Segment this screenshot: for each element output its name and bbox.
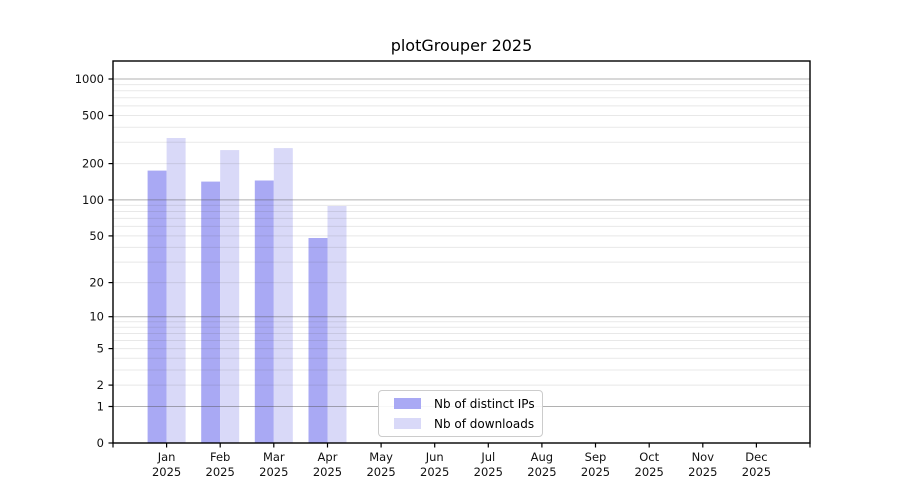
bar-nb-of-distinct-ips-apr [308, 238, 328, 443]
y-tick-label-2: 2 [97, 378, 104, 392]
y-tick-label-1000: 1000 [75, 72, 104, 86]
y-tick-label-500: 500 [82, 109, 104, 123]
x-tick-label-aug: Aug 2025 [527, 450, 556, 479]
bar-nb-of-distinct-ips-jan [147, 170, 167, 443]
legend-label-downloads: Nb of downloads [434, 416, 535, 431]
x-tick-label-apr: Apr 2025 [313, 450, 342, 479]
x-tick-label-jul: Jul 2025 [474, 450, 503, 479]
legend-label-distinct-ips: Nb of distinct IPs [434, 396, 535, 411]
y-tick-label-20: 20 [89, 276, 104, 290]
x-tick-label-feb: Feb 2025 [206, 450, 235, 479]
y-tick-label-50: 50 [89, 229, 104, 243]
legend: Nb of distinct IPs Nb of downloads [378, 390, 543, 437]
legend-item-downloads: Nb of downloads [394, 417, 542, 431]
y-tick-label-100: 100 [82, 193, 104, 207]
chart-title: plotGrouper 2025 [390, 36, 533, 55]
plot-frame [112, 60, 811, 444]
x-tick-label-sep: Sep 2025 [581, 450, 610, 479]
y-tick-label-0: 0 [97, 436, 104, 450]
y-tick-label-5: 5 [97, 342, 104, 356]
x-tick-label-mar: Mar 2025 [259, 450, 288, 479]
x-tick-label-jan: Jan 2025 [152, 450, 181, 479]
legend-swatch-distinct-ips [394, 398, 421, 409]
bar-nb-of-downloads-feb [220, 150, 240, 443]
y-tick-label-10: 10 [89, 310, 104, 324]
bar-nb-of-downloads-apr [327, 206, 347, 443]
legend-item-distinct-ips: Nb of distinct IPs [394, 397, 542, 411]
y-tick-label-200: 200 [82, 157, 104, 171]
bar-nb-of-distinct-ips-feb [201, 181, 221, 443]
x-tick-label-jun: Jun 2025 [420, 450, 449, 479]
y-tick-label-1: 1 [97, 400, 104, 414]
x-tick-label-oct: Oct 2025 [635, 450, 664, 479]
x-tick-label-dec: Dec 2025 [742, 450, 771, 479]
x-tick-label-may: May 2025 [366, 450, 395, 479]
x-tick-label-nov: Nov 2025 [688, 450, 717, 479]
bar-nb-of-downloads-mar [273, 148, 293, 443]
legend-swatch-downloads [394, 418, 421, 429]
bar-nb-of-downloads-jan [166, 138, 186, 443]
bar-nb-of-distinct-ips-mar [254, 180, 274, 443]
